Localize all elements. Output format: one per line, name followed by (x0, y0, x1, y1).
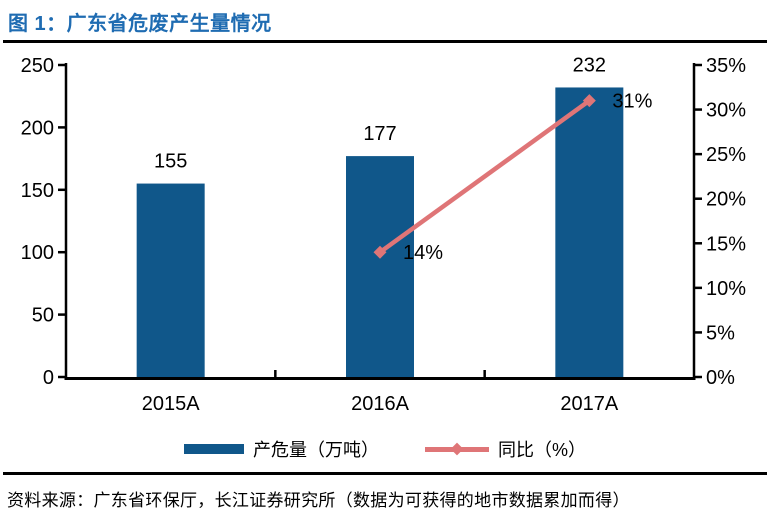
left-tick-label: 100 (21, 242, 54, 264)
left-tick-label: 200 (21, 117, 54, 139)
left-tick-label: 0 (43, 367, 54, 389)
bar-value-label: 232 (573, 54, 606, 76)
diamond-marker-icon (450, 442, 464, 456)
right-tick-label: 0% (706, 367, 735, 389)
bar-line-chart: 0 50 100 150 200 250 0% 5% 10% 15% 20% 25% 30% 35% 201… (21, 54, 747, 415)
legend-label-line: 同比（%） (497, 440, 586, 460)
bar-value-label: 155 (154, 151, 187, 173)
line-marker-diamond (582, 94, 596, 108)
line-swatch-icon (424, 442, 489, 456)
line-point-label: 31% (612, 91, 652, 113)
legend-item-bar: 产危量（万吨） (183, 436, 379, 462)
right-tick-label: 20% (706, 189, 746, 211)
right-tick-label: 30% (706, 100, 746, 122)
right-tick-label: 15% (706, 233, 746, 255)
chart-area: 0 50 100 150 200 250 0% 5% 10% 15% 20% 25% 30% 35% 201… (0, 44, 770, 418)
bar-2016A (346, 156, 414, 377)
source-note: 资料来源：广东省环保厅，长江证券研究所（数据为可获得的地市数据累加而得） (7, 491, 630, 510)
legend-item-line: 同比（%） (424, 436, 586, 462)
bar-2015A (136, 183, 205, 377)
figure-title: 图 1：广东省危废产生量情况 (8, 13, 272, 35)
bar-value-label: 177 (363, 123, 396, 145)
right-tick-label: 10% (706, 278, 746, 300)
bar-swatch-icon (183, 444, 244, 454)
line-marker-diamond (373, 245, 387, 259)
right-tick-label: 25% (706, 144, 746, 166)
figure-header: 图 1：广东省危废产生量情况 (8, 7, 272, 36)
right-tick-label: 5% (706, 322, 735, 344)
bottom-divider (3, 472, 767, 475)
category-label: 2015A (142, 393, 200, 415)
legend-label-bar: 产危量（万吨） (252, 440, 379, 460)
line-point-label: 14% (403, 242, 443, 264)
yoy-line (378, 98, 591, 255)
top-divider (3, 40, 767, 43)
left-tick-label: 150 (21, 180, 54, 202)
bar-2017A (555, 87, 624, 378)
right-tick-label: 35% (706, 55, 746, 77)
category-label: 2017A (560, 393, 618, 415)
left-tick-label: 50 (32, 305, 54, 327)
category-label: 2016A (351, 393, 409, 415)
left-tick-label: 250 (21, 55, 54, 77)
chart-legend: 产危量（万吨） 同比（%） (0, 436, 770, 462)
